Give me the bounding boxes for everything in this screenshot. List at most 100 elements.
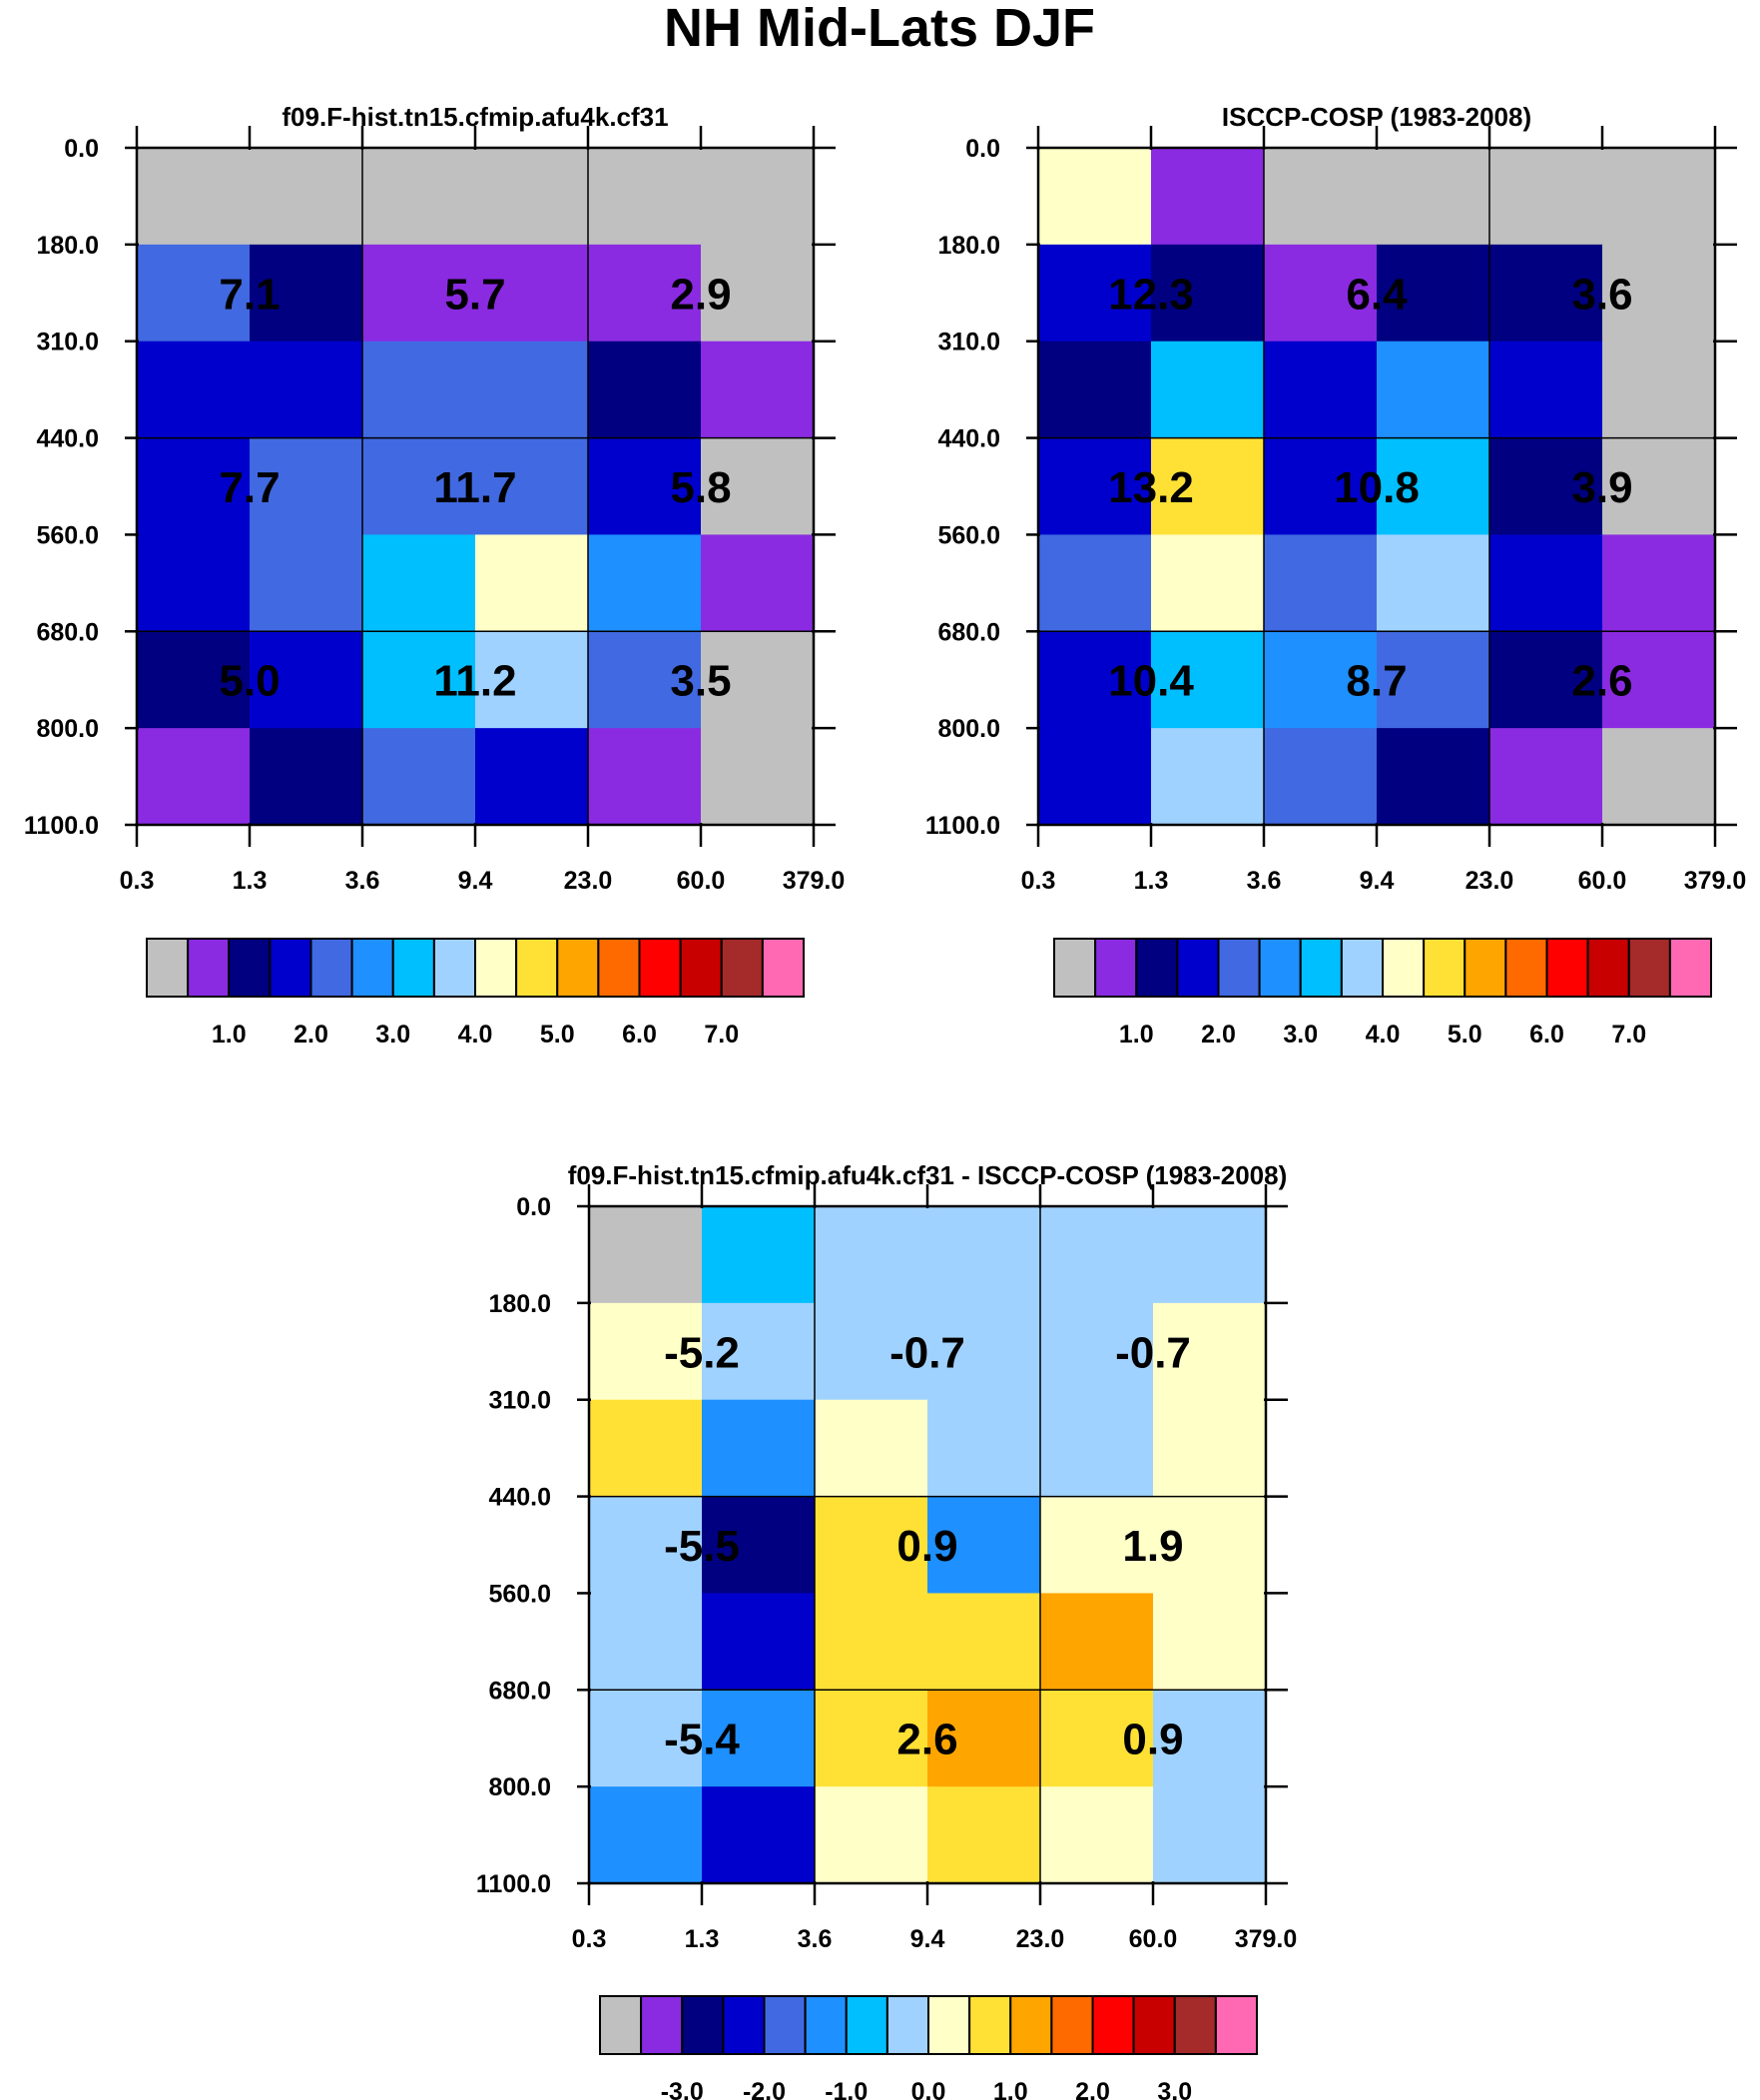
cell-annotation: 11.7: [433, 463, 516, 512]
heatmap-cell: [701, 341, 815, 439]
colorbar-label: -2.0: [743, 2078, 786, 2100]
heatmap-cell: [1040, 1786, 1154, 1884]
colorbar-swatch: [804, 1995, 848, 2055]
heatmap-cell: [1264, 534, 1378, 632]
heatmap-cell: [250, 728, 363, 826]
heatmap-cell: [815, 1496, 928, 1595]
colorbar-label: 7.0: [704, 1021, 739, 1049]
colorbar-swatch: [391, 938, 435, 998]
cell-annotation: 2.6: [1571, 657, 1632, 706]
colorbar-swatch: [432, 938, 476, 998]
colorbar-swatch: [1423, 938, 1467, 998]
colorbar-3: -3.0 -2.0 -1.0 0.0 1.0 2.0 3.0: [599, 1995, 1258, 2100]
colorbar-swatch: [599, 1995, 643, 2055]
x-tick-label: 1.3: [685, 1925, 720, 1953]
heatmap-cell: [1040, 1302, 1154, 1401]
heatmap-cell: [1489, 534, 1603, 632]
heatmap-cell: [702, 1206, 816, 1304]
heatmap-cell: [250, 341, 363, 439]
colorbar-swatch: [269, 938, 312, 998]
y-tick-label: 800.0: [488, 1773, 551, 1801]
heatmap-cell: [1489, 341, 1603, 439]
y-tick-label: 440.0: [937, 425, 1000, 453]
heatmap-cell: [137, 534, 251, 632]
cell-annotation: 8.7: [1346, 657, 1407, 706]
heatmap-cell: [1153, 1496, 1267, 1595]
cell-annotation: 3.9: [1571, 463, 1632, 512]
x-tick-label: 0.3: [1021, 867, 1056, 895]
x-tick-label: 3.6: [345, 867, 380, 895]
colorbar-label: 7.0: [1611, 1021, 1646, 1049]
heatmap-cell: [1489, 728, 1603, 826]
colorbar-swatch: [1050, 1995, 1094, 2055]
colorbar-swatch: [556, 938, 600, 998]
colorbar-swatch: [187, 938, 231, 998]
heatmap-cell: [588, 631, 702, 729]
heatmap-cell: [362, 341, 476, 439]
heatmap-cell: [250, 631, 363, 729]
heatmap-cell: [1264, 244, 1378, 343]
heatmap-cell: [1040, 1206, 1154, 1304]
colorbar-swatch: [1545, 938, 1589, 998]
heatmap-cell: [362, 244, 476, 343]
y-tick-label: 680.0: [36, 618, 99, 646]
colorbar-swatch: [1176, 938, 1220, 998]
heatmap-cell: [137, 437, 251, 536]
heatmap-cell: [1602, 437, 1716, 536]
heatmap-cell: [362, 631, 476, 729]
colorbar-swatch: [474, 938, 518, 998]
cell-annotation: -5.5: [664, 1522, 740, 1571]
colorbar-swatch: [309, 938, 353, 998]
x-tick-label: 1.3: [233, 867, 268, 895]
cell-annotation: -0.7: [1115, 1328, 1191, 1377]
figure-title: NH Mid-Lats DJF: [664, 0, 1095, 58]
colorbar-label: 3.0: [1283, 1021, 1318, 1049]
colorbar-swatch: [1258, 938, 1302, 998]
heatmap-cell: [1153, 1786, 1267, 1884]
colorbar-2: 1.0 2.0 3.0 4.0 5.0 6.0 7.0: [1053, 938, 1712, 1049]
cell-annotation: 7.7: [219, 463, 280, 512]
heatmap-cell: [475, 728, 589, 826]
heatmap-cell: [588, 728, 702, 826]
heatmap-cell: [589, 1496, 703, 1595]
heatmap-cell: [702, 1399, 816, 1498]
x-tick-label: 60.0: [677, 867, 726, 895]
cell-annotation: 10.4: [1108, 657, 1194, 706]
colorbar-swatch: [722, 1995, 766, 2055]
y-tick-label: 800.0: [937, 715, 1000, 743]
heatmap-cell: [588, 534, 702, 632]
cell-annotation: 7.1: [219, 270, 280, 319]
heatmap-panel-3: f09.F-hist.tn15.cfmip.afu4k.cf31 - ISCCP…: [476, 1160, 1297, 1953]
colorbar-swatch: [1586, 938, 1630, 998]
heatmap-cell: [1377, 728, 1490, 826]
heatmap-cell: [1489, 437, 1603, 536]
heatmap-cell: [137, 631, 251, 729]
y-tick-label: 0.0: [516, 1193, 551, 1221]
x-tick-label: 9.4: [458, 867, 493, 895]
heatmap-cell: [137, 341, 251, 439]
heatmap-cell: [588, 148, 702, 246]
heatmap-cell: [475, 341, 589, 439]
y-tick-label: 560.0: [937, 521, 1000, 549]
colorbar-label: 4.0: [1366, 1021, 1401, 1049]
y-tick-label: 1100.0: [925, 812, 1000, 840]
heatmap-cell: [1377, 148, 1490, 246]
colorbar-label: -1.0: [825, 2078, 868, 2100]
heatmap-cell: [1040, 1593, 1154, 1691]
y-tick-label: 310.0: [937, 329, 1000, 356]
heatmap-cell: [927, 1690, 1041, 1787]
heatmap-cell: [815, 1690, 928, 1787]
heatmap-cell: [1264, 631, 1378, 729]
heatmap-cell: [1151, 534, 1265, 632]
x-tick-label: 60.0: [1578, 867, 1627, 895]
heatmap-cell: [702, 1786, 816, 1884]
x-tick-label: 9.4: [1360, 867, 1395, 895]
heatmap-cell: [475, 437, 589, 536]
heatmap-cell: [588, 437, 702, 536]
heatmap-panel-1: f09.F-hist.tn15.cfmip.afu4k.cf310.0180.0…: [24, 102, 845, 895]
heatmap-cell: [1151, 244, 1265, 343]
y-tick-label: 180.0: [36, 232, 99, 260]
heatmap-cell: [927, 1206, 1041, 1304]
heatmap-cell: [1489, 244, 1603, 343]
cell-annotation: 3.5: [670, 657, 731, 706]
